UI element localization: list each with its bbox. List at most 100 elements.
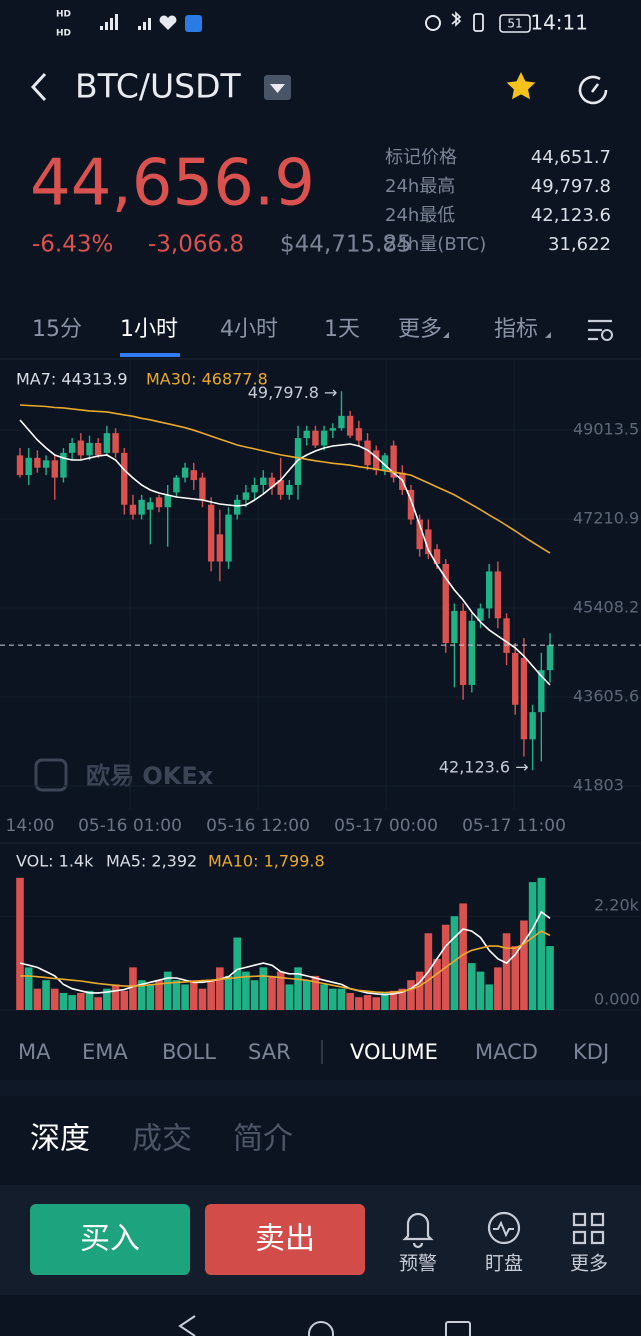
candle-body <box>155 497 163 508</box>
high-annotation: 49,797.8 → <box>248 383 338 402</box>
candle-body <box>147 502 154 510</box>
indicator-tab[interactable]: BOLL <box>162 1040 216 1064</box>
indicator-tab[interactable]: MACD <box>475 1040 538 1064</box>
y-tick-label: 49013.5 <box>573 419 639 438</box>
interval-tab[interactable]: 指标 <box>494 317 538 342</box>
volume-bar <box>407 980 415 1010</box>
status-hd: HD <box>56 29 71 39</box>
volume-bar <box>85 990 94 1010</box>
candle-body <box>16 455 24 476</box>
x-tick-label: 05-17 11:00 <box>462 816 566 836</box>
volume-bar <box>398 988 407 1010</box>
interval-tab[interactable]: 1天 <box>324 317 360 342</box>
candle-body <box>129 504 137 515</box>
candle-body <box>51 460 58 478</box>
stat-label: 24h最低 <box>385 205 455 226</box>
candle-body <box>346 415 354 436</box>
candle-body <box>207 504 215 562</box>
status-time: 14:11 <box>530 11 588 35</box>
candle-body <box>77 440 85 456</box>
alert-icon[interactable] <box>402 1212 434 1249</box>
info-tab[interactable]: 成交 <box>132 1122 192 1157</box>
section-gap <box>0 1080 641 1096</box>
volume-bar <box>337 988 346 1010</box>
volume-bar <box>181 984 189 1010</box>
indicator-tab[interactable]: MA <box>18 1040 51 1064</box>
share-icon-needle <box>590 83 600 93</box>
volume-bar <box>511 946 520 1010</box>
health-icon <box>159 15 177 30</box>
system-nav <box>0 1295 641 1336</box>
candle-body <box>485 571 493 609</box>
pair-title[interactable]: BTC/USDT <box>75 67 242 106</box>
nav-back[interactable] <box>178 1315 196 1336</box>
candle-body <box>42 460 50 468</box>
volume-bar <box>502 933 511 1010</box>
interval-tab[interactable]: 4小时 <box>220 317 278 342</box>
info-tab[interactable]: 简介 <box>233 1122 293 1157</box>
y-tick-label: 2.20k <box>594 896 640 915</box>
buy-button[interactable] <box>30 1204 190 1275</box>
volume-bar <box>33 988 42 1010</box>
watch-icon[interactable] <box>487 1211 521 1245</box>
stat-value: 49,797.8 <box>531 176 611 197</box>
volume-bar <box>389 990 398 1010</box>
signal-bars <box>100 14 151 30</box>
y-tick-label: 0.000 <box>594 990 640 1009</box>
indicator-tab[interactable]: KDJ <box>573 1040 609 1064</box>
candle-body <box>451 610 458 643</box>
candle-body <box>181 467 189 478</box>
favorite-star[interactable] <box>506 72 536 100</box>
nav-recent[interactable] <box>445 1321 471 1336</box>
volume-bar <box>294 967 302 1010</box>
low-annotation: 42,123.6 → <box>439 758 529 777</box>
candle-body <box>294 438 302 485</box>
settings-icon[interactable] <box>588 319 612 341</box>
interval-tab[interactable]: 1小时 <box>120 317 178 342</box>
volume-bar <box>355 997 363 1010</box>
candle-body <box>112 433 119 453</box>
interval-tab[interactable]: 更多 <box>398 317 442 342</box>
interval-tabs: 15分 1小时 4小时 1天 更多 指标 <box>32 317 551 342</box>
interval-tab[interactable]: 15分 <box>32 317 82 342</box>
nav-label[interactable]: 预警 <box>399 1253 437 1275</box>
volume-bar <box>494 967 502 1010</box>
volume-legend: VOL: 1.4k <box>16 852 94 871</box>
volume-bar <box>285 984 294 1010</box>
sell-button[interactable] <box>205 1204 365 1275</box>
candle-body <box>538 670 545 713</box>
candle-body <box>546 645 554 671</box>
volume-bar <box>224 975 233 1010</box>
indicator-tab[interactable]: EMA <box>82 1040 128 1064</box>
back-button[interactable] <box>30 72 47 102</box>
nav-label[interactable]: 更多 <box>570 1253 608 1275</box>
share-icon[interactable] <box>578 75 608 105</box>
watch-icon-pulse <box>493 1220 514 1238</box>
volume-bar <box>120 990 129 1010</box>
nav-home[interactable] <box>308 1321 334 1336</box>
more-icon[interactable] <box>572 1212 605 1245</box>
candle-body <box>86 443 93 456</box>
nav-label[interactable]: 盯盘 <box>485 1253 523 1275</box>
volume-bar <box>137 980 146 1010</box>
candle-body <box>286 484 293 495</box>
indicator-tab[interactable]: VOLUME <box>350 1040 438 1064</box>
volume-bar <box>94 997 102 1010</box>
volume-bar <box>59 992 68 1010</box>
candle-body <box>503 618 510 653</box>
candle-body <box>520 657 528 740</box>
alarm-icon <box>425 15 441 31</box>
volume-bar <box>233 937 242 1010</box>
volume-bar <box>320 984 328 1010</box>
volume-bar <box>528 882 537 1010</box>
stat-label: 24h量(BTC) <box>385 234 486 255</box>
candle-body <box>433 549 441 564</box>
settings-icon-gear <box>601 329 613 341</box>
volume-bar <box>537 877 546 1010</box>
info-tab[interactable]: 深度 <box>30 1122 90 1157</box>
volume-bar <box>103 988 111 1010</box>
candle-body <box>25 457 32 476</box>
indicator-tab[interactable]: SAR <box>248 1040 291 1064</box>
candle-body <box>103 433 111 453</box>
